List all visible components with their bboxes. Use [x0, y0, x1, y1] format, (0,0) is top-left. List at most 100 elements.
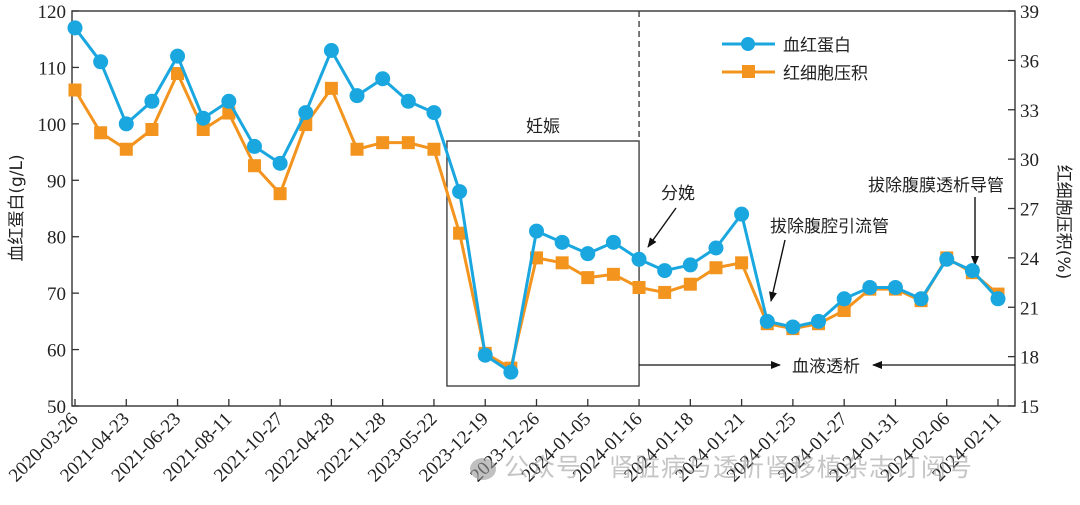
y-tick-label-right: 39: [1020, 2, 1039, 23]
data-point-hematocrit: [145, 123, 159, 136]
legend-marker-hemoglobin: [741, 37, 755, 51]
y-tick-label-right: 15: [1020, 397, 1039, 418]
pregnancy-label: 妊娠: [526, 117, 560, 137]
data-point-hematocrit: [171, 67, 185, 81]
data-point-hematocrit: [247, 159, 261, 173]
y-tick-label-right: 21: [1020, 298, 1039, 319]
data-point-hemoglobin: [503, 364, 519, 380]
data-point-hematocrit: [683, 277, 697, 291]
legend-label-hematocrit: 红细胞压积: [783, 64, 868, 84]
y-tick-label-left: 50: [47, 397, 66, 418]
y-tick-label-right: 33: [1020, 101, 1039, 122]
y-tick-label-right: 24: [1020, 249, 1040, 270]
data-point-hemoglobin: [682, 257, 698, 273]
data-point-hemoglobin: [939, 251, 955, 267]
data-point-hematocrit: [427, 142, 441, 156]
data-point-hematocrit: [658, 285, 672, 299]
data-point-hemoglobin: [554, 234, 570, 250]
data-point-hemoglobin: [862, 280, 878, 295]
data-point-hemoglobin: [272, 155, 288, 171]
data-point-hematocrit: [555, 256, 569, 270]
data-point-hematocrit: [68, 83, 82, 97]
legend-label-hemoglobin: 血红蛋白: [783, 36, 851, 56]
data-point-hemoglobin: [580, 246, 596, 262]
y-tick-label-right: 36: [1020, 51, 1039, 72]
data-point-hematocrit: [376, 136, 390, 150]
data-point-hemoglobin: [913, 291, 929, 307]
y-tick-label-left: 110: [38, 58, 66, 79]
data-point-hemoglobin: [67, 20, 83, 36]
y-axis-title-right: 红细胞压积(%): [1053, 165, 1073, 279]
data-point-hemoglobin: [323, 43, 339, 58]
data-point-hematocrit: [453, 226, 467, 240]
data-point-hemoglobin: [349, 88, 365, 104]
data-point-hemoglobin: [785, 319, 801, 335]
data-point-hemoglobin: [118, 116, 134, 132]
data-point-hemoglobin: [964, 263, 980, 279]
y-tick-label-right: 27: [1020, 200, 1039, 221]
y-tick-label-left: 120: [38, 2, 67, 23]
data-point-hematocrit: [196, 123, 210, 136]
y-tick-label-right: 30: [1020, 150, 1039, 171]
data-point-hematocrit: [632, 281, 646, 294]
data-point-hematocrit: [709, 261, 723, 275]
data-point-hemoglobin: [452, 184, 468, 200]
y-tick-label-left: 80: [47, 228, 66, 249]
data-point-hemoglobin: [734, 206, 750, 222]
plot-frame: [71, 10, 1016, 407]
legend-marker-hematocrit: [742, 65, 755, 78]
watermark-text: 公众号 · 肾脏病与透析肾移植杂志订阅号: [504, 453, 973, 482]
data-point-hemoglobin: [631, 251, 647, 267]
data-point-hemoglobin: [759, 313, 775, 329]
drain-removal-arrow-icon: [769, 239, 786, 302]
pd-catheter-removal-label: 拔除腹膜透析导管: [868, 176, 1004, 196]
series: [67, 20, 1006, 380]
drain-removal-label: 拔除腹腔引流管: [770, 217, 889, 237]
data-point-hemoglobin: [144, 93, 160, 109]
data-point-hematocrit: [581, 271, 595, 285]
data-point-hemoglobin: [246, 138, 262, 154]
y-tick-label-left: 90: [47, 171, 66, 192]
data-point-hematocrit: [606, 267, 620, 281]
watermark: 公众号 · 肾脏病与透析肾移植杂志订阅号: [470, 448, 973, 484]
data-point-hematocrit: [94, 126, 108, 140]
data-point-hemoglobin: [887, 280, 903, 295]
legend: 血红蛋白 红细胞压积: [722, 36, 868, 84]
y-tick-label-right: 18: [1020, 348, 1039, 369]
data-point-hemoglobin: [529, 223, 544, 239]
data-point-hematocrit: [401, 136, 415, 150]
data-point-hemoglobin: [708, 240, 724, 256]
annotations: 妊娠 分娩 拔除腹腔引流管 拔除腹膜透析导管 血液透析: [446, 11, 1015, 387]
y-axis-title-left: 血红蛋白(g/L): [7, 154, 27, 261]
data-point-hemoglobin: [400, 93, 416, 109]
data-point-hemoglobin: [298, 105, 314, 121]
data-point-hematocrit: [837, 304, 851, 318]
data-point-hemoglobin: [657, 263, 673, 279]
data-point-hemoglobin: [426, 105, 442, 121]
data-point-hematocrit: [273, 187, 287, 201]
y-tick-label-left: 70: [47, 284, 66, 305]
data-point-hemoglobin: [605, 234, 621, 250]
axes: [71, 10, 1016, 407]
ticks: 5060708090100110120151821242730333639202…: [5, 2, 1040, 486]
data-point-hemoglobin: [221, 93, 237, 109]
data-point-hemoglobin: [990, 291, 1006, 307]
data-point-hemoglobin: [93, 54, 109, 70]
data-point-hematocrit: [735, 256, 749, 270]
data-point-hematocrit: [350, 142, 364, 156]
data-point-hemoglobin: [811, 313, 827, 329]
data-point-hematocrit: [324, 81, 338, 95]
y-tick-label-left: 60: [47, 341, 66, 362]
data-point-hemoglobin: [170, 48, 186, 64]
data-point-hemoglobin: [477, 347, 493, 363]
delivery-arrow-icon: [647, 207, 677, 248]
y-tick-label-left: 100: [38, 115, 67, 136]
data-point-hemoglobin: [836, 291, 852, 307]
wechat-icon: [470, 458, 496, 480]
hemodialysis-label: 血液透析: [792, 357, 860, 377]
delivery-label: 分娩: [661, 184, 695, 204]
data-point-hemoglobin: [195, 110, 211, 126]
data-point-hemoglobin: [375, 71, 391, 87]
data-point-hematocrit: [119, 142, 133, 156]
